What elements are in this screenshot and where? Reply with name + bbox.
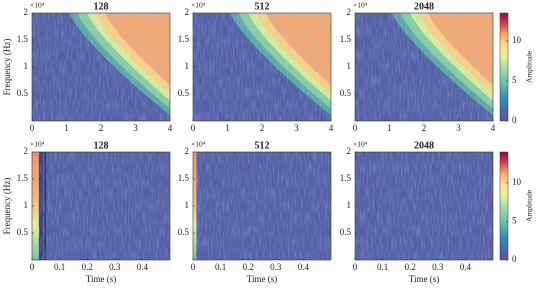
colorbar-tick-label: 0 — [512, 254, 517, 264]
x-tick-label: 1 — [387, 123, 392, 133]
x-tick-label: 1 — [64, 123, 69, 133]
spectrogram — [355, 13, 493, 121]
x-tick-label: 2 — [99, 123, 104, 133]
y-tick-label: 1.5 — [17, 34, 29, 44]
panel-title: 512 — [255, 140, 270, 151]
spectrogram-noise — [32, 152, 170, 260]
panel-title: 2048 — [414, 1, 434, 12]
y-tick-label: 2 — [347, 7, 352, 17]
colorbar-tick-label: 0 — [512, 115, 517, 125]
x-tick-label: 0.2 — [405, 262, 416, 272]
x-tick-label: 4 — [329, 123, 334, 133]
spectrogram-noise — [355, 152, 493, 260]
x-tick-label: 0.2 — [82, 262, 93, 272]
x-tick-label: 0.3 — [270, 262, 282, 272]
y-tick-label: 1.5 — [17, 173, 29, 183]
spectrogram-noise — [355, 13, 493, 121]
y-tick-label: 0.5 — [178, 227, 190, 237]
y-tick-label: 1.5 — [340, 173, 352, 183]
x-tick-label: 2 — [422, 123, 427, 133]
y-tick-label: 1 — [185, 200, 190, 210]
colorbar-label: Amplitude — [525, 189, 534, 222]
x-tick-label: 0 — [191, 123, 196, 133]
y-multiplier: ×10⁴ — [191, 1, 206, 10]
x-tick-label: 0 — [30, 123, 35, 133]
y-multiplier: ×10⁴ — [30, 140, 45, 149]
x-tick-label: 0.3 — [432, 262, 444, 272]
x-tick-label: 0.4 — [298, 262, 310, 272]
y-tick-label: 2 — [185, 7, 190, 17]
y-tick-label: 1 — [24, 200, 29, 210]
colorbar-tick-label: 5 — [512, 215, 517, 225]
x-tick-label: 0.4 — [137, 262, 149, 272]
colorbar-tick-label: 10 — [512, 177, 522, 187]
y-multiplier: ×10⁴ — [353, 140, 368, 149]
panel-title: 512 — [255, 1, 270, 12]
x-axis-label: Time (s) — [86, 274, 116, 284]
y-tick-label: 0.5 — [178, 88, 190, 98]
y-tick-label: 2 — [185, 146, 190, 156]
x-tick-label: 3 — [456, 123, 461, 133]
x-tick-label: 0.3 — [109, 262, 121, 272]
y-tick-label: 0.5 — [340, 227, 352, 237]
y-tick-label: 1 — [185, 61, 190, 71]
panel-title: 128 — [94, 140, 109, 151]
y-tick-label: 2 — [347, 146, 352, 156]
colorbar-tick-label: 10 — [512, 35, 522, 45]
y-multiplier: ×10⁴ — [191, 140, 206, 149]
y-multiplier: ×10⁴ — [30, 1, 45, 10]
spectrogram — [32, 152, 170, 260]
x-tick-label: 0 — [353, 262, 358, 272]
y-multiplier: ×10⁴ — [353, 1, 368, 10]
x-tick-label: 0.1 — [215, 262, 226, 272]
spectrogram — [193, 13, 331, 121]
y-tick-label: 1 — [347, 200, 352, 210]
x-tick-label: 0 — [353, 123, 358, 133]
x-tick-label: 4 — [168, 123, 173, 133]
x-tick-label: 0.2 — [243, 262, 254, 272]
spectrogram-noise — [193, 152, 331, 260]
y-tick-label: 1.5 — [340, 34, 352, 44]
x-axis-label: Time (s) — [247, 274, 277, 284]
y-tick-label: 2 — [24, 7, 29, 17]
x-tick-label: 0.1 — [377, 262, 388, 272]
y-tick-label: 1 — [24, 61, 29, 71]
spectrogram — [193, 152, 331, 260]
spectrogram-noise — [193, 13, 331, 121]
x-tick-label: 4 — [491, 123, 496, 133]
colorbar-label: Amplitude — [525, 50, 534, 83]
y-tick-label: 0.5 — [340, 88, 352, 98]
y-tick-label: 1.5 — [178, 173, 190, 183]
y-tick-label: 2 — [24, 146, 29, 156]
spectrogram — [355, 152, 493, 260]
y-axis-label: Frequency (Hz) — [2, 39, 12, 96]
x-tick-label: 0 — [191, 262, 196, 272]
x-tick-label: 0 — [30, 262, 35, 272]
spectrogram-noise — [32, 13, 170, 121]
spectrogram — [32, 13, 170, 121]
y-tick-label: 0.5 — [17, 88, 29, 98]
x-tick-label: 3 — [133, 123, 138, 133]
y-axis-label: Frequency (Hz) — [2, 178, 12, 235]
panel-title: 2048 — [414, 140, 434, 151]
x-tick-label: 3 — [294, 123, 299, 133]
y-tick-label: 1.5 — [178, 34, 190, 44]
x-tick-label: 0.4 — [460, 262, 472, 272]
colorbar — [499, 12, 509, 122]
x-tick-label: 0.1 — [54, 262, 65, 272]
x-axis-label: Time (s) — [409, 274, 439, 284]
panel-title: 128 — [94, 1, 109, 12]
colorbar-tick-label: 5 — [512, 75, 517, 85]
y-tick-label: 0.5 — [17, 227, 29, 237]
x-tick-label: 1 — [225, 123, 230, 133]
colorbar — [499, 151, 509, 261]
x-tick-label: 2 — [260, 123, 265, 133]
y-tick-label: 1 — [347, 61, 352, 71]
